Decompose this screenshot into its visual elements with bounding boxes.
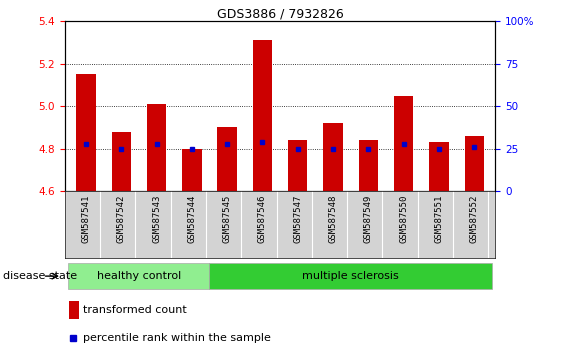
Bar [253, 40, 272, 191]
Text: GSM587552: GSM587552 [470, 195, 479, 243]
Bar [323, 123, 343, 191]
Text: GSM587546: GSM587546 [258, 195, 267, 243]
Text: GSM587550: GSM587550 [399, 195, 408, 243]
Bar [464, 136, 484, 191]
Text: GSM587541: GSM587541 [82, 195, 91, 243]
Bar [182, 149, 202, 191]
Text: GSM587551: GSM587551 [435, 195, 444, 243]
Text: disease state: disease state [3, 271, 77, 281]
Bar [111, 132, 131, 191]
Bar [147, 104, 166, 191]
Text: GSM587549: GSM587549 [364, 195, 373, 243]
Bar [69, 301, 78, 319]
Text: GSM587542: GSM587542 [117, 195, 126, 243]
Text: GSM587543: GSM587543 [152, 195, 161, 243]
Text: GSM587548: GSM587548 [329, 195, 338, 243]
Title: GDS3886 / 7932826: GDS3886 / 7932826 [217, 7, 343, 20]
Text: GSM587545: GSM587545 [222, 195, 231, 243]
Bar [76, 74, 96, 191]
Text: GSM587544: GSM587544 [187, 195, 196, 243]
Text: transformed count: transformed count [83, 305, 186, 315]
Bar [217, 127, 237, 191]
Bar [394, 96, 413, 191]
Text: percentile rank within the sample: percentile rank within the sample [83, 333, 271, 343]
Bar [359, 140, 378, 191]
Text: multiple sclerosis: multiple sclerosis [302, 271, 399, 281]
Bar [429, 142, 449, 191]
Text: GSM587547: GSM587547 [293, 195, 302, 243]
Bar [288, 140, 307, 191]
FancyBboxPatch shape [209, 263, 492, 289]
FancyBboxPatch shape [68, 263, 209, 289]
Text: healthy control: healthy control [97, 271, 181, 281]
